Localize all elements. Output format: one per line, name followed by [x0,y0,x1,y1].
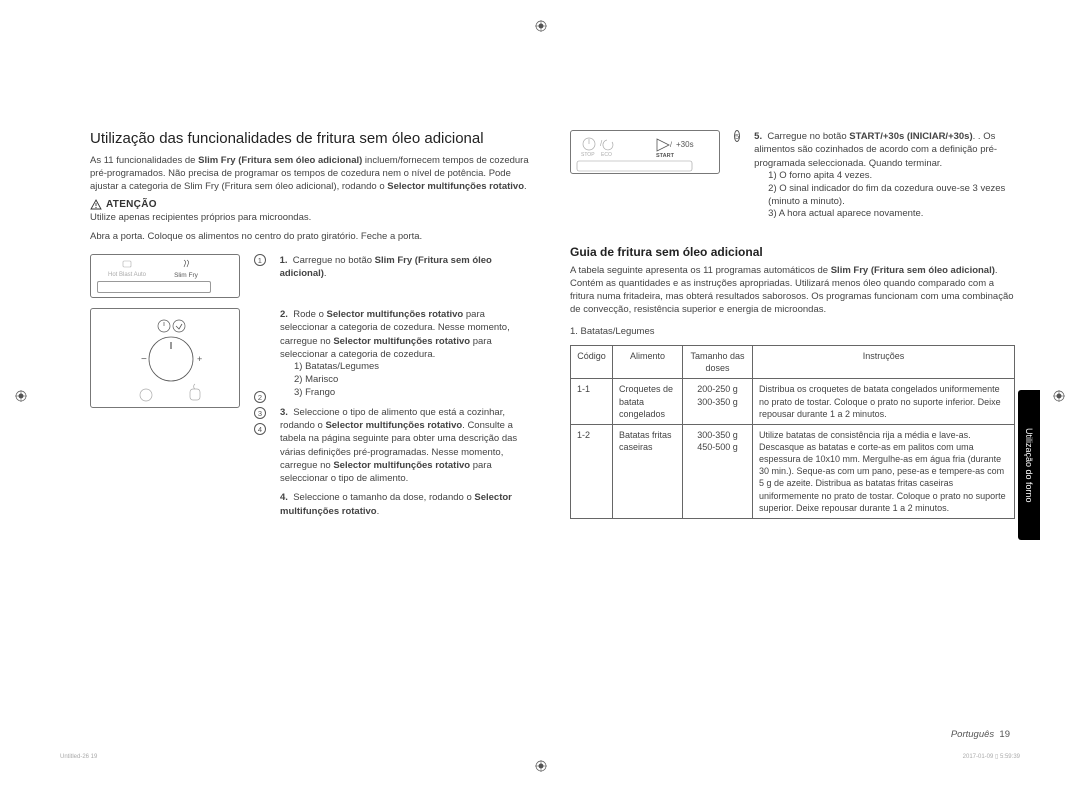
page-footer: Português 19 [951,729,1010,740]
printer-mark-left: Untitled-26 19 [60,754,97,760]
start-panel-diagram: / STOP ECO / +30s START [570,130,720,174]
svg-text:/: / [600,139,603,148]
callout-2: 2 [254,391,266,403]
svg-text:−: − [141,354,147,365]
svg-text:/: / [670,142,672,149]
guide-paragraph: A tabela seguinte apresenta os 11 progra… [570,265,1015,316]
table-row: 1-2Batatas fritas caseiras300-350 g 450-… [571,424,1015,518]
intro-paragraph: As 11 funcionalidades de Slim Fry (Fritu… [90,155,530,193]
guide-title: Guia de fritura sem óleo adicional [570,245,1015,259]
svg-text:+30s: +30s [676,140,694,149]
category-1-label: 1. Batatas/Legumes [570,326,1015,339]
svg-text:ECO: ECO [601,152,612,158]
step-1-text: 1. Carregue no botão Slim Fry (Fritura s… [280,254,530,298]
callout-3: 3 [254,407,266,419]
warning-label: ATENÇÃO [106,199,157,210]
printer-mark-right: 2017-01-09 ▯ 5:59:39 [963,753,1020,760]
th-dose: Tamanho das doses [683,346,753,379]
callout-4: 4 [254,423,266,435]
callout-5: 5 [734,130,740,142]
open-door-text: Abra a porta. Coloque os alimentos no ce… [90,231,530,244]
th-instr: Instruções [753,346,1015,379]
step-5-text: 5. Carregue no botão START/+30s (INICIAR… [754,130,1015,221]
svg-text:+: + [197,354,202,364]
steps-2-3-4-text: 2. Rode o Selector multifunções rotativo… [280,308,530,518]
crop-mark-left [15,390,27,402]
svg-text:STOP: STOP [581,152,595,158]
warning-icon [90,199,102,210]
page-title: Utilização das funcionalidades de fritur… [90,130,530,147]
crop-mark-bottom [535,760,547,772]
crop-mark-right [1053,390,1065,402]
crop-mark-top [535,20,547,32]
section-tab: Utilização do forno [1018,390,1040,540]
svg-text:START: START [656,153,675,159]
dial-diagram: − + [90,308,240,408]
th-food: Alimento [613,346,683,379]
display-diagram-1: Hot Blast Auto Slim Fry [90,254,240,298]
guide-table: Código Alimento Tamanho das doses Instru… [570,345,1015,519]
callout-1: 1 [254,254,266,266]
th-code: Código [571,346,613,379]
table-row: 1-1Croquetes de batata congelados200-250… [571,379,1015,424]
warning-text: Utilize apenas recipientes próprios para… [90,212,530,225]
